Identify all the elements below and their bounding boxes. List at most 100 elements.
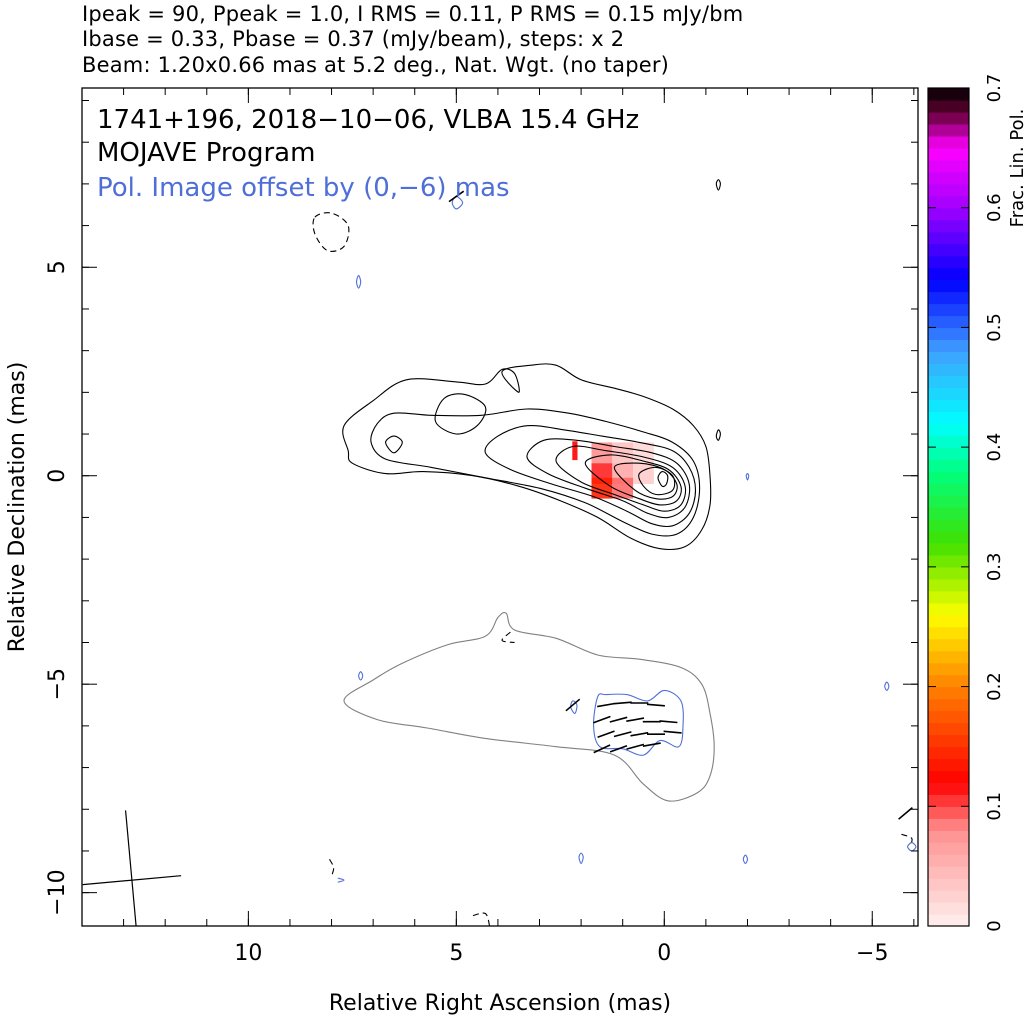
colorbar-swatch — [928, 471, 969, 484]
colorbar-swatch — [928, 423, 969, 436]
evpa-vector — [613, 701, 632, 705]
pol-contour — [578, 852, 584, 865]
colorbar-swatch — [928, 219, 969, 233]
intensity-contour — [715, 179, 721, 191]
colorbar-tick-label: 0.6 — [984, 193, 1005, 222]
colorbar-tick-label: 0.5 — [984, 313, 1005, 342]
program-label: MOJAVE Program — [97, 138, 315, 168]
evpa-vector — [626, 743, 645, 750]
colorbar-swatch — [928, 542, 969, 556]
colorbar-swatch — [928, 662, 969, 676]
pol-patch — [572, 441, 578, 461]
y-tick-label: −5 — [45, 668, 70, 700]
colorbar-swatch — [928, 483, 969, 496]
colorbar-swatch — [928, 303, 969, 317]
colorbar-swatch — [928, 602, 969, 616]
colorbar-swatch — [928, 291, 969, 305]
evpa-vector — [642, 742, 661, 747]
colorbar-swatch — [928, 387, 969, 400]
colorbar-swatch — [928, 447, 969, 460]
negative-contour — [329, 859, 335, 877]
intensity-contour — [526, 438, 691, 519]
pol-contour — [742, 854, 749, 865]
header-line-beam: Beam: 1.20x0.66 mas at 5.2 deg., Nat. Wg… — [82, 53, 670, 77]
colorbar-swatch — [928, 530, 969, 544]
evpa-vector — [626, 717, 645, 722]
colorbar-swatch — [928, 399, 969, 412]
colorbar-swatch — [928, 363, 969, 376]
axes-frame: 10 5 0 −5 5 0 −5 −10 — [45, 87, 919, 966]
colorbar-swatch — [928, 123, 969, 137]
pol-patch — [612, 477, 634, 499]
pol-contour — [358, 671, 364, 681]
colorbar-swatch — [928, 794, 969, 807]
colorbar-swatch — [928, 746, 969, 759]
evpa-vector — [609, 744, 628, 753]
negative-contour — [901, 833, 913, 847]
evpa-vector — [898, 806, 913, 820]
colorbar-tick-label: 0.3 — [984, 553, 1005, 582]
colorbar-swatch — [928, 411, 969, 424]
colorbar-swatch — [928, 614, 969, 628]
colorbar-swatch — [928, 578, 969, 592]
intensity-contour — [657, 471, 669, 488]
colorbar-swatch — [928, 315, 969, 329]
colorbar-swatch — [928, 674, 969, 688]
colorbar-swatch — [928, 207, 969, 221]
colorbar-swatch — [928, 279, 969, 293]
pol-patch — [633, 463, 654, 484]
colorbar-tick-label: 0 — [984, 920, 1005, 931]
evpa-vector — [630, 731, 649, 737]
colorbar-swatch — [928, 734, 969, 748]
colorbar-swatch — [928, 351, 969, 364]
colorbar-swatch — [928, 255, 969, 269]
colorbar-swatch — [928, 147, 969, 161]
pol-outline-contour — [343, 611, 715, 802]
colorbar-swatch — [928, 914, 969, 927]
header-line-base: Ibase = 0.33, Pbase = 0.37 (mJy/beam), s… — [82, 27, 625, 51]
colorbar-swatch — [928, 327, 969, 340]
x-tick-label: 0 — [657, 941, 671, 966]
evpa-vector — [609, 716, 628, 723]
pol-contour — [355, 275, 362, 289]
colorbar-tick-label: 0.1 — [984, 792, 1005, 821]
header-line-peaks: Ipeak = 90, Ppeak = 1.0, I RMS = 0.11, P… — [82, 2, 744, 26]
x-tick-label: −5 — [856, 941, 888, 966]
negative-contour — [501, 631, 515, 644]
colorbar-swatch — [928, 195, 969, 209]
intensity-contour — [342, 363, 712, 551]
y-tick-label: −10 — [45, 869, 70, 915]
colorbar-swatch — [928, 890, 969, 903]
negative-contour — [312, 212, 350, 252]
colorbar-tick-label: 0.4 — [984, 433, 1005, 462]
colorbar-swatch — [928, 135, 969, 149]
colorbar-swatch — [928, 650, 969, 664]
colorbar-tick-label: 0.7 — [984, 74, 1005, 103]
pol-contour — [907, 842, 917, 852]
colorbar-swatch — [928, 770, 969, 783]
colorbar-swatch — [928, 842, 969, 855]
colorbar-swatch — [928, 459, 969, 472]
y-tick-label: 5 — [45, 260, 70, 274]
colorbar-swatch — [928, 183, 969, 197]
pol-patch — [591, 477, 613, 499]
colorbar-swatch — [928, 339, 969, 352]
colorbar-swatch — [928, 111, 969, 125]
x-tick-label: 10 — [234, 941, 262, 966]
colorbar-swatch — [928, 698, 969, 712]
colorbar-swatch — [928, 375, 969, 388]
colorbar: 0 0.1 0.2 0.3 0.4 0.5 0.6 0.7 — [927, 74, 1005, 932]
colorbar-swatch — [928, 88, 969, 101]
beam-minor-axis — [82, 875, 182, 886]
pol-contour — [337, 877, 345, 883]
colorbar-swatch — [928, 854, 969, 867]
evpa-vectors — [448, 190, 913, 820]
colorbar-tick-label: 0.2 — [984, 672, 1005, 701]
pol-contours — [337, 195, 917, 883]
beam-symbol — [82, 810, 182, 926]
colorbar-swatch — [928, 243, 969, 257]
colorbar-swatch — [928, 782, 969, 795]
colorbar-swatch — [928, 902, 969, 915]
colorbar-swatch — [928, 519, 969, 532]
